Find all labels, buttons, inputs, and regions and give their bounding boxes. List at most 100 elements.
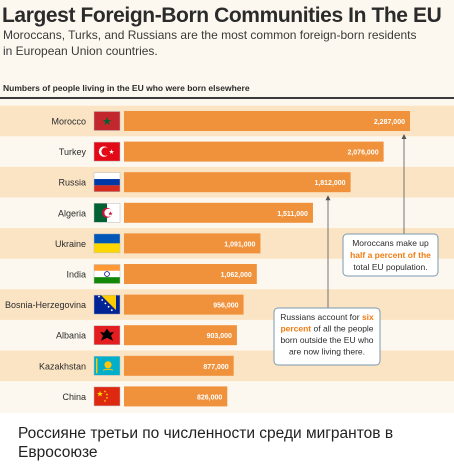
flag-star — [107, 305, 110, 308]
turkey-flag-icon: ★ — [93, 141, 121, 162]
algeria-flag-icon: ★ — [93, 203, 121, 223]
morocco-flag-icon: ★ — [93, 111, 121, 131]
value-label: 1,511,000 — [277, 211, 308, 218]
bar-chart: Morocco ★ 2,287,000 Turkey ★ 2,076,000 Russia 1… — [0, 105, 454, 407]
flag-eagle — [100, 328, 114, 341]
bar — [124, 294, 244, 315]
annotation-highlight: percent — [280, 324, 311, 334]
infographic: Largest Foreign-Born Communities In The … — [0, 0, 454, 413]
flag-border — [93, 386, 121, 407]
value-label: 877,000 — [203, 364, 228, 371]
flag-border — [93, 141, 121, 162]
category-label: Morocco — [51, 117, 86, 127]
bar — [124, 355, 234, 376]
flag-border — [93, 203, 121, 223]
value-label: 1,812,000 — [314, 180, 345, 187]
flag-star — [101, 299, 104, 301]
flag-star-small: ★ — [103, 399, 106, 403]
flag-star — [104, 302, 107, 305]
flag-stripe-blue — [94, 233, 120, 244]
annotation-line: half a percent of the — [350, 250, 431, 260]
annotation-highlight: six — [362, 312, 374, 322]
annotation-run: are now living there. — [289, 347, 365, 357]
bar — [124, 325, 237, 346]
bar — [124, 172, 351, 193]
category-label: China — [62, 392, 86, 402]
category-label: Ukraine — [55, 239, 86, 249]
flag-star — [98, 295, 100, 298]
flag-border — [93, 294, 121, 315]
annotation-line: Moroccans make up — [352, 238, 429, 248]
bosnia-herzegovina-flag-icon — [93, 294, 121, 315]
flag-half-green — [94, 203, 107, 223]
flag-star: ★ — [109, 149, 115, 156]
category-label: Bosnia-Herzegovina — [5, 300, 86, 310]
category-label: India — [66, 270, 86, 280]
flag-triangle — [101, 295, 116, 311]
flag-border — [93, 111, 121, 131]
category-label: Turkey — [59, 147, 87, 157]
flag-stripe-blue — [94, 179, 120, 186]
bar — [124, 141, 384, 162]
value-label: 826,000 — [197, 394, 222, 401]
value-label: 903,000 — [207, 333, 232, 340]
flag-star-small: ★ — [105, 396, 108, 400]
kazakhstan-flag-icon — [93, 356, 121, 376]
flag-eagle — [102, 368, 114, 371]
bar — [124, 233, 261, 254]
flag-ornament — [96, 358, 98, 374]
annotation-line: percent of all the people — [280, 324, 373, 334]
annotation-box — [342, 233, 439, 277]
flag-border — [93, 172, 121, 192]
flag-chakra — [104, 271, 110, 277]
value-label: 2,076,000 — [347, 150, 378, 157]
annotation-text: Moroccans make up half a percent of the to… — [350, 238, 431, 272]
india-flag-icon — [93, 264, 121, 284]
value-label: 2,287,000 — [374, 119, 405, 126]
chart-title: Largest Foreign-Born Communities In The … — [2, 4, 442, 27]
category-label: Russia — [58, 178, 86, 188]
bar — [124, 386, 228, 407]
annotation-box — [273, 307, 381, 366]
flag-star-small: ★ — [103, 389, 106, 393]
flag-border — [93, 233, 121, 254]
flag-stripe-green — [94, 277, 120, 284]
category-label: Algeria — [58, 208, 86, 218]
albania-flag-icon — [93, 325, 121, 345]
flag-border — [93, 325, 121, 345]
annotation-run: Russians account for — [280, 312, 362, 322]
flag-half-white — [107, 203, 120, 223]
bar — [124, 202, 313, 223]
flag-stripe-yellow — [94, 243, 120, 253]
flag-star-small: ★ — [105, 392, 108, 396]
flag-field — [94, 111, 120, 131]
annotation-arrowhead — [401, 134, 407, 139]
divider — [0, 97, 454, 99]
annotation-line: are now living there. — [289, 347, 365, 357]
flag-star: ★ — [108, 210, 113, 217]
flag-star-large: ★ — [96, 389, 103, 398]
category-label: Kazakhstan — [39, 361, 86, 371]
annotation-morocco: Moroccans make up half a percent of the to… — [342, 134, 439, 277]
value-label: 1,091,000 — [224, 241, 255, 248]
flag-stripe-white — [94, 270, 120, 278]
flag-star: ★ — [102, 116, 112, 128]
chart-subtitle: Moroccans, Turks, and Russians are the m… — [3, 28, 417, 58]
bar — [124, 111, 410, 131]
annotation-line: total EU population. — [353, 262, 427, 272]
flag-crescent-inner — [101, 147, 110, 156]
flag-field — [94, 386, 120, 406]
annotation-run: total EU population. — [353, 262, 427, 272]
annotation-line: born outside the EU who — [280, 335, 373, 345]
annotation-run: born outside the EU who — [280, 335, 373, 345]
ukraine-flag-icon — [93, 233, 121, 254]
flag-border — [93, 264, 121, 284]
flag-crescent-inner — [104, 208, 113, 217]
annotation-run: Moroccans make up — [352, 238, 429, 248]
russia-flag-icon — [93, 172, 121, 192]
annotation-russia: Russians account for six percent of all t… — [273, 195, 381, 366]
annotation-run: of all the people — [311, 324, 374, 334]
annotation-highlight: half a percent of the — [350, 250, 431, 260]
image-caption: Россияне третьи по численности среди миг… — [18, 425, 394, 461]
flag-stripe-saffron — [94, 264, 120, 271]
